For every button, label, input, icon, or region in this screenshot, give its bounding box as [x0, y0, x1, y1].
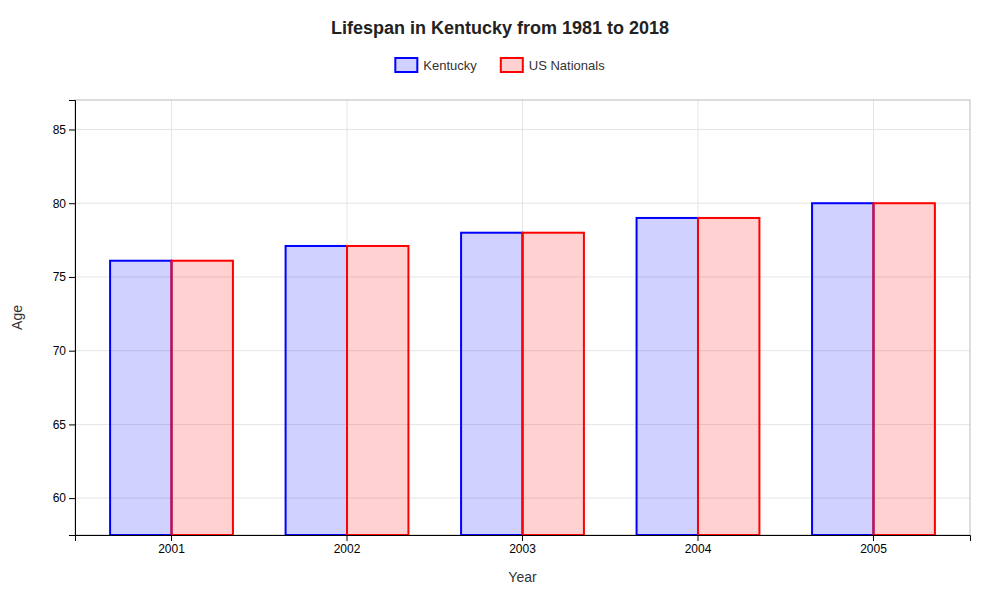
bar: [637, 218, 698, 535]
tick: 80: [53, 197, 75, 211]
tick-label: 70: [53, 344, 67, 358]
tick-mark: [69, 424, 75, 425]
title: Lifespan in Kentucky from 1981 to 2018: [331, 18, 669, 38]
bar: [812, 203, 873, 535]
tick-mark: [171, 535, 172, 541]
legend-label: US Nationals: [529, 58, 605, 73]
plot-frame: [75, 100, 970, 535]
legend-swatch: [501, 58, 523, 72]
legend-swatch: [395, 58, 417, 72]
bar: [698, 218, 759, 535]
tick-label: 65: [53, 418, 67, 432]
legend-item: Kentucky: [395, 58, 477, 73]
bar: [523, 233, 584, 535]
axis-line: [69, 101, 76, 536]
tick-mark: [69, 129, 75, 130]
tick-label: 2003: [509, 542, 536, 556]
tick-mark: [873, 535, 874, 541]
bar: [286, 246, 347, 535]
tick-label: 60: [53, 491, 67, 505]
chart: 2001 2002 2003 2004 2005 60 65 70 75 80 85 Year Age L…: [0, 0, 1000, 600]
bar: [873, 203, 934, 535]
tick-mark: [69, 277, 75, 278]
tick-mark: [697, 535, 698, 541]
plot: 2001 2002 2003 2004 2005 60 65 70 75 80 85: [53, 100, 971, 556]
axis-line: [76, 536, 971, 542]
bar: [172, 261, 233, 535]
tick: 2004: [685, 535, 712, 556]
bar: [347, 246, 408, 535]
tick-label: 2005: [860, 542, 887, 556]
legend-label: Kentucky: [423, 58, 477, 73]
y-axis: 60 65 70 75 80 85: [53, 101, 76, 536]
grid: [75, 100, 970, 535]
series: [110, 203, 873, 535]
tick-label: 80: [53, 197, 67, 211]
tick-label: 2001: [158, 542, 185, 556]
x-axis: 2001 2002 2003 2004 2005: [76, 535, 971, 556]
bar: [461, 233, 522, 535]
tick: 2005: [860, 535, 887, 556]
legend-item: US Nationals: [501, 58, 605, 73]
tick: 2001: [158, 535, 185, 556]
tick: 75: [53, 270, 75, 284]
tick: 85: [53, 123, 75, 137]
tick-mark: [347, 535, 348, 541]
tick-mark: [69, 498, 75, 499]
tick: 2002: [334, 535, 361, 556]
tick-label: 2002: [334, 542, 361, 556]
tick: 70: [53, 344, 75, 358]
tick-mark: [69, 203, 75, 204]
bar: [110, 261, 171, 535]
tick: 65: [53, 418, 75, 432]
y-axis-title: Age: [9, 305, 25, 330]
bars: [110, 203, 935, 535]
tick: 60: [53, 491, 75, 505]
tick-label: 2004: [685, 542, 712, 556]
series: [172, 203, 935, 535]
tick: 2003: [509, 535, 536, 556]
x-axis-title: Year: [508, 569, 537, 585]
tick-label: 85: [53, 123, 67, 137]
tick-mark: [522, 535, 523, 541]
tick-label: 75: [53, 270, 67, 284]
legend: Kentucky US Nationals: [395, 58, 605, 73]
tick-mark: [69, 351, 75, 352]
